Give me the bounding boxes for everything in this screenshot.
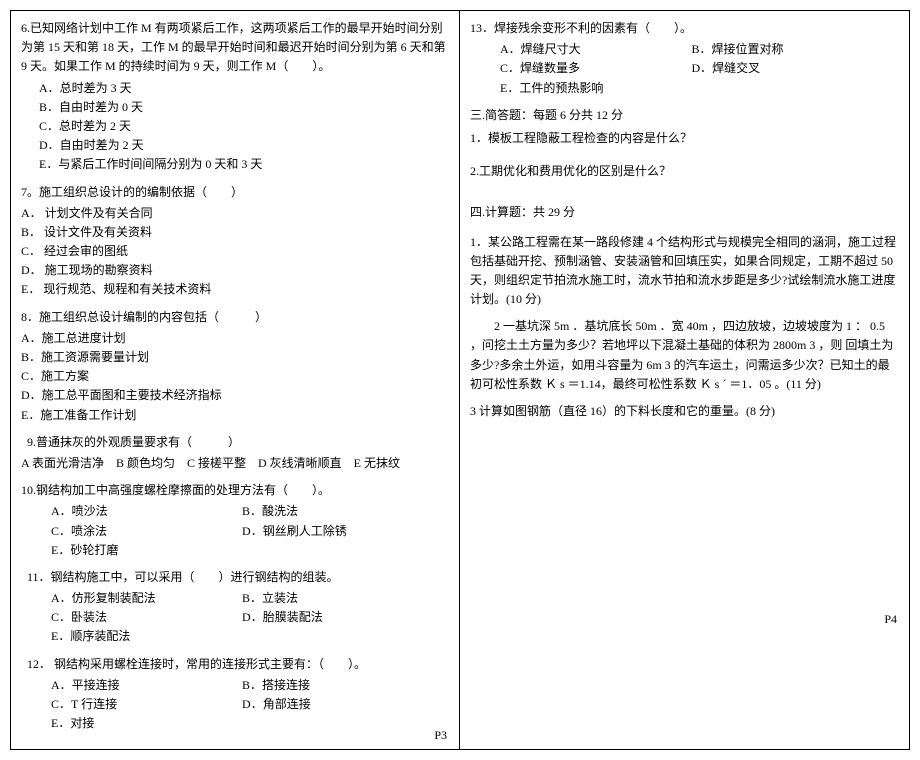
q10-opt-b: B．酸洗法 (242, 502, 433, 521)
section-4-title: 四.计算题：共 29 分 (470, 203, 899, 222)
q11-options: A．仿形复制装配法 B．立装法 C．卧装法 D．胎膜装配法 E．顺序装配法 (21, 589, 449, 647)
q7-opt-e: E． 现行规范、规程和有关技术资料 (21, 280, 449, 299)
q12-opt-d: D．角部连接 (242, 695, 433, 714)
q6-stem: 6.已知网络计划中工作 M 有两项紧后工作，这两项紧后工作的最早开始时间分别为第… (21, 19, 449, 77)
right-column: 13．焊接残余变形不利的因素有（ ）。 A．焊缝尺寸大 B．焊接位置对称 C．焊… (460, 11, 909, 749)
q8-opt-c: C．施工方案 (21, 367, 449, 386)
q13-opt-e: E．工件的预热影响 (500, 79, 899, 98)
question-11: 11．钢结构施工中，可以采用（ ）进行钢结构的组装。 A．仿形复制装配法 B．立… (21, 568, 449, 647)
q8-stem: 8．施工组织总设计编制的内容包括（ ） (21, 308, 449, 327)
q6-opt-d: D．自由时差为 2 天 (39, 136, 449, 155)
question-13: 13．焊接残余变形不利的因素有（ ）。 A．焊缝尺寸大 B．焊接位置对称 C．焊… (470, 19, 899, 98)
left-column: 6.已知网络计划中工作 M 有两项紧后工作，这两项紧后工作的最早开始时间分别为第… (11, 11, 460, 749)
q10-opt-d: D．钢丝刷人工除锈 (242, 522, 433, 541)
q7-opt-c: C． 经过会审的图纸 (21, 242, 449, 261)
q12-stem: 12． 钢结构采用螺栓连接时，常用的连接形式主要有：（ ）。 (21, 655, 449, 674)
q12-opt-e: E．对接 (51, 714, 449, 733)
q7-opt-b: B． 设计文件及有关资料 (21, 223, 449, 242)
q10-opt-c: C．喷涂法 (51, 522, 242, 541)
calc-question-1: 1．某公路工程需在某一路段修建 4 个结构形式与规模完全相同的涵洞，施工过程包括… (470, 233, 899, 310)
page-number-right: P4 (884, 610, 897, 629)
q12-opt-a: A．平接连接 (51, 676, 242, 695)
q7-opt-a: A． 计划文件及有关合同 (21, 204, 449, 223)
question-12: 12． 钢结构采用螺栓连接时，常用的连接形式主要有：（ ）。 A．平接连接 B．… (21, 655, 449, 734)
q11-opt-b: B．立装法 (242, 589, 433, 608)
q7-stem: 7。施工组织总设计的的编制依据（ ） (21, 183, 449, 202)
q12-opt-b: B．搭接连接 (242, 676, 433, 695)
q7-opt-d: D． 施工现场的勘察资料 (21, 261, 449, 280)
calc-question-3: 3 计算如图钢筋（直径 16）的下料长度和它的重量。(8 分) (470, 402, 899, 421)
q11-opt-d: D．胎膜装配法 (242, 608, 433, 627)
q6-options: A．总时差为 3 天 B．自由时差为 0 天 C．总时差为 2 天 D．自由时差… (21, 79, 449, 175)
section-3-title: 三.简答题：每题 6 分共 12 分 (470, 106, 899, 125)
calc-question-2: 2 一基坑深 5m ．基坑底长 50m ．宽 40m ，四边放坡，边坡坡度为 1… (470, 317, 899, 394)
short-answer-1: 1．模板工程隐蔽工程检查的内容是什么？ (470, 129, 899, 148)
q9-options: A 表面光滑洁净 B 颜色均匀 C 接槎平整 D 灰线清晰顺直 E 无抹纹 (21, 454, 449, 473)
short-answer-2: 2.工期优化和费用优化的区别是什么？ (470, 162, 899, 181)
q11-stem: 11．钢结构施工中，可以采用（ ）进行钢结构的组装。 (21, 568, 449, 587)
q6-opt-b: B．自由时差为 0 天 (39, 98, 449, 117)
q8-opt-a: A．施工总进度计划 (21, 329, 449, 348)
question-8: 8．施工组织总设计编制的内容包括（ ） A．施工总进度计划 B．施工资源需要量计… (21, 308, 449, 425)
question-6: 6.已知网络计划中工作 M 有两项紧后工作，这两项紧后工作的最早开始时间分别为第… (21, 19, 449, 175)
question-9: 9.普通抹灰的外观质量要求有（ ） A 表面光滑洁净 B 颜色均匀 C 接槎平整… (21, 433, 449, 473)
q6-opt-a: A．总时差为 3 天 (39, 79, 449, 98)
q8-opt-d: D．施工总平面图和主要技术经济指标 (21, 386, 449, 405)
q10-opt-e: E．砂轮打磨 (51, 541, 449, 560)
exam-page: 6.已知网络计划中工作 M 有两项紧后工作，这两项紧后工作的最早开始时间分别为第… (10, 10, 910, 750)
q13-opt-d: D．焊缝交叉 (692, 59, 884, 78)
q8-opt-e: E．施工准备工作计划 (21, 406, 449, 425)
q13-opt-c: C．焊缝数量多 (500, 59, 692, 78)
q10-options: A．喷沙法 B．酸洗法 C．喷涂法 D．钢丝刷人工除锈 E．砂轮打磨 (21, 502, 449, 560)
q12-opt-c: C．T 行连接 (51, 695, 242, 714)
q11-opt-c: C．卧装法 (51, 608, 242, 627)
q10-opt-a: A．喷沙法 (51, 502, 242, 521)
q10-stem: 10.钢结构加工中高强度螺栓摩擦面的处理方法有（ ）。 (21, 481, 449, 500)
page-number-left: P3 (434, 726, 447, 745)
question-7: 7。施工组织总设计的的编制依据（ ） A． 计划文件及有关合同 B． 设计文件及… (21, 183, 449, 300)
q13-opt-a: A．焊缝尺寸大 (500, 40, 692, 59)
question-10: 10.钢结构加工中高强度螺栓摩擦面的处理方法有（ ）。 A．喷沙法 B．酸洗法 … (21, 481, 449, 560)
q11-opt-a: A．仿形复制装配法 (51, 589, 242, 608)
q13-stem: 13．焊接残余变形不利的因素有（ ）。 (470, 19, 899, 38)
q9-stem: 9.普通抹灰的外观质量要求有（ ） (21, 433, 449, 452)
q6-opt-c: C．总时差为 2 天 (39, 117, 449, 136)
q8-opt-b: B．施工资源需要量计划 (21, 348, 449, 367)
q11-opt-e: E．顺序装配法 (51, 627, 449, 646)
q12-options: A．平接连接 B．搭接连接 C．T 行连接 D．角部连接 E．对接 (21, 676, 449, 734)
q13-opt-b: B．焊接位置对称 (692, 40, 884, 59)
q13-options: A．焊缝尺寸大 B．焊接位置对称 C．焊缝数量多 D．焊缝交叉 E．工件的预热影… (470, 40, 899, 98)
q6-opt-e: E．与紧后工作时间间隔分别为 0 天和 3 天 (39, 155, 449, 174)
